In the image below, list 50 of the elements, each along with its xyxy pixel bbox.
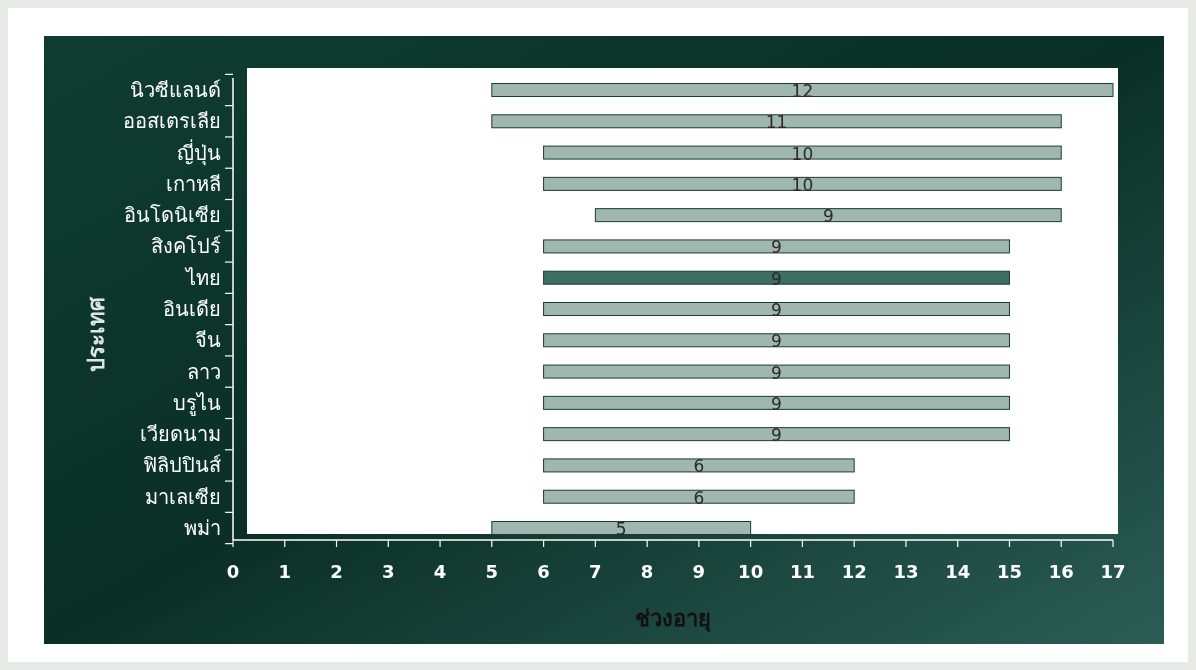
y-tick-label: นิวซีแลนด์ (130, 78, 221, 102)
data-label: 6 (693, 456, 705, 477)
x-tick-label: 13 (893, 561, 919, 582)
data-label: 9 (771, 237, 782, 258)
y-tick-label: สิงคโปร์ (151, 234, 221, 259)
y-tick-label: เวียดนาม (140, 422, 221, 447)
x-tick-label: 2 (330, 561, 343, 582)
data-label: 9 (771, 393, 782, 414)
x-tick-label: 15 (996, 561, 1022, 582)
data-label: 9 (771, 268, 782, 289)
y-tick-label: อินโดนิเซีย (124, 203, 221, 228)
data-label: 6 (693, 487, 705, 508)
x-tick-label: 14 (945, 561, 971, 582)
y-tick-label: อินเดีย (163, 297, 221, 321)
x-tick-label: 0 (226, 561, 240, 582)
y-tick-label: จีน (195, 328, 221, 353)
x-tick-label: 10 (738, 561, 764, 582)
y-tick-label: บรูไน (173, 390, 221, 416)
y-tick-label: ญี่ปุ่น (177, 138, 221, 166)
x-tick-label: 5 (485, 561, 499, 582)
data-label: 11 (765, 112, 788, 133)
data-label: 10 (791, 143, 814, 164)
y-tick-label: ไทย (184, 265, 221, 290)
data-label: 9 (771, 362, 782, 383)
x-tick-label: 7 (589, 561, 602, 582)
data-label: 9 (771, 300, 782, 320)
y-tick-label: พม่า (184, 516, 221, 540)
y-tick-label: ลาว (187, 359, 221, 384)
data-label: 9 (771, 425, 782, 446)
x-tick-label: 17 (1100, 561, 1126, 582)
y-tick-label: มาเลเซีย (145, 484, 221, 509)
x-tick-label: 8 (640, 561, 654, 582)
x-tick-label: 9 (692, 561, 706, 582)
x-tick-label: 1 (278, 561, 292, 582)
data-label: 10 (791, 174, 814, 195)
y-axis-title: ประเทศ (84, 295, 109, 372)
x-tick-label: 11 (789, 561, 815, 582)
x-tick-label: 6 (537, 561, 550, 582)
y-tick-label: ออสเตรเลีย (123, 109, 221, 134)
x-tick-label: 4 (433, 561, 447, 582)
y-tick-label: ฟิลิปปินส์ (143, 453, 221, 478)
x-tick-label: 16 (1048, 561, 1074, 582)
x-tick-label: 12 (841, 561, 867, 582)
x-tick-label: 3 (382, 561, 395, 582)
data-label: 5 (615, 519, 627, 539)
y-tick-label: เกาหลี (166, 171, 221, 196)
x-axis-title: ช่วงอายุ (635, 606, 711, 633)
data-label: 12 (791, 81, 814, 101)
data-label: 9 (771, 331, 782, 352)
data-label: 9 (822, 206, 834, 227)
